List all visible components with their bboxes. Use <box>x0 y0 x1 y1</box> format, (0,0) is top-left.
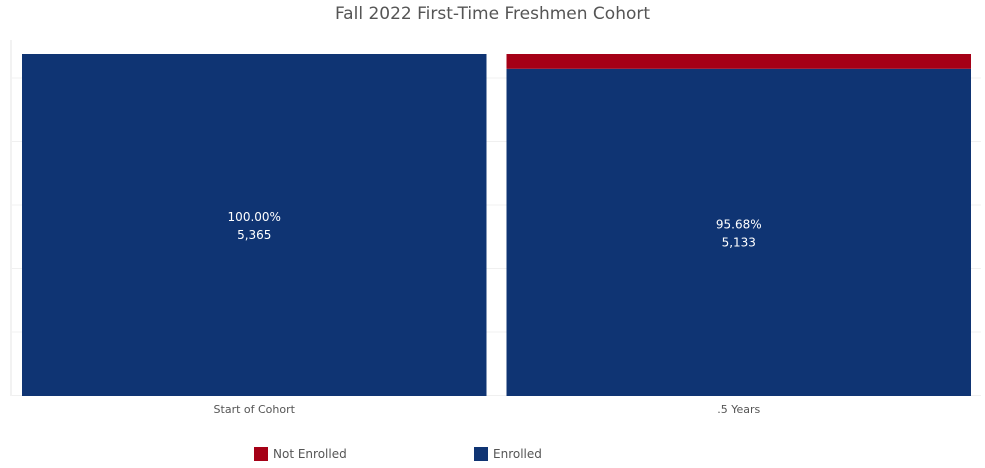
legend-item-enrolled[interactable]: Enrolled <box>474 446 542 462</box>
data-label-count: 5,365 <box>237 228 271 242</box>
enrolled-swatch <box>474 447 488 461</box>
data-label-percent: 95.68% <box>716 217 762 231</box>
chart-title: Fall 2022 First-Time Freshmen Cohort <box>334 4 651 24</box>
legend-label-not-enrolled: Not Enrolled <box>273 447 347 461</box>
not-enrolled-swatch <box>254 447 268 461</box>
data-label-count: 5,133 <box>722 235 756 249</box>
bar-enrolled-0 <box>22 54 487 396</box>
x-tick-label: .5 Years <box>717 403 760 416</box>
legend-item-not-enrolled[interactable]: Not Enrolled <box>254 446 347 462</box>
stacked-bar-chart: 100.00% 5,365 Start of Cohort 95.68% 5,133 .5… <box>10 40 981 416</box>
legend-label-enrolled: Enrolled <box>493 447 542 461</box>
bar-enrolled-1 <box>506 68 971 396</box>
x-tick-label: Start of Cohort <box>214 403 296 416</box>
data-label-percent: 100.00% <box>228 210 281 224</box>
bar-not-enrolled-1 <box>506 54 971 69</box>
